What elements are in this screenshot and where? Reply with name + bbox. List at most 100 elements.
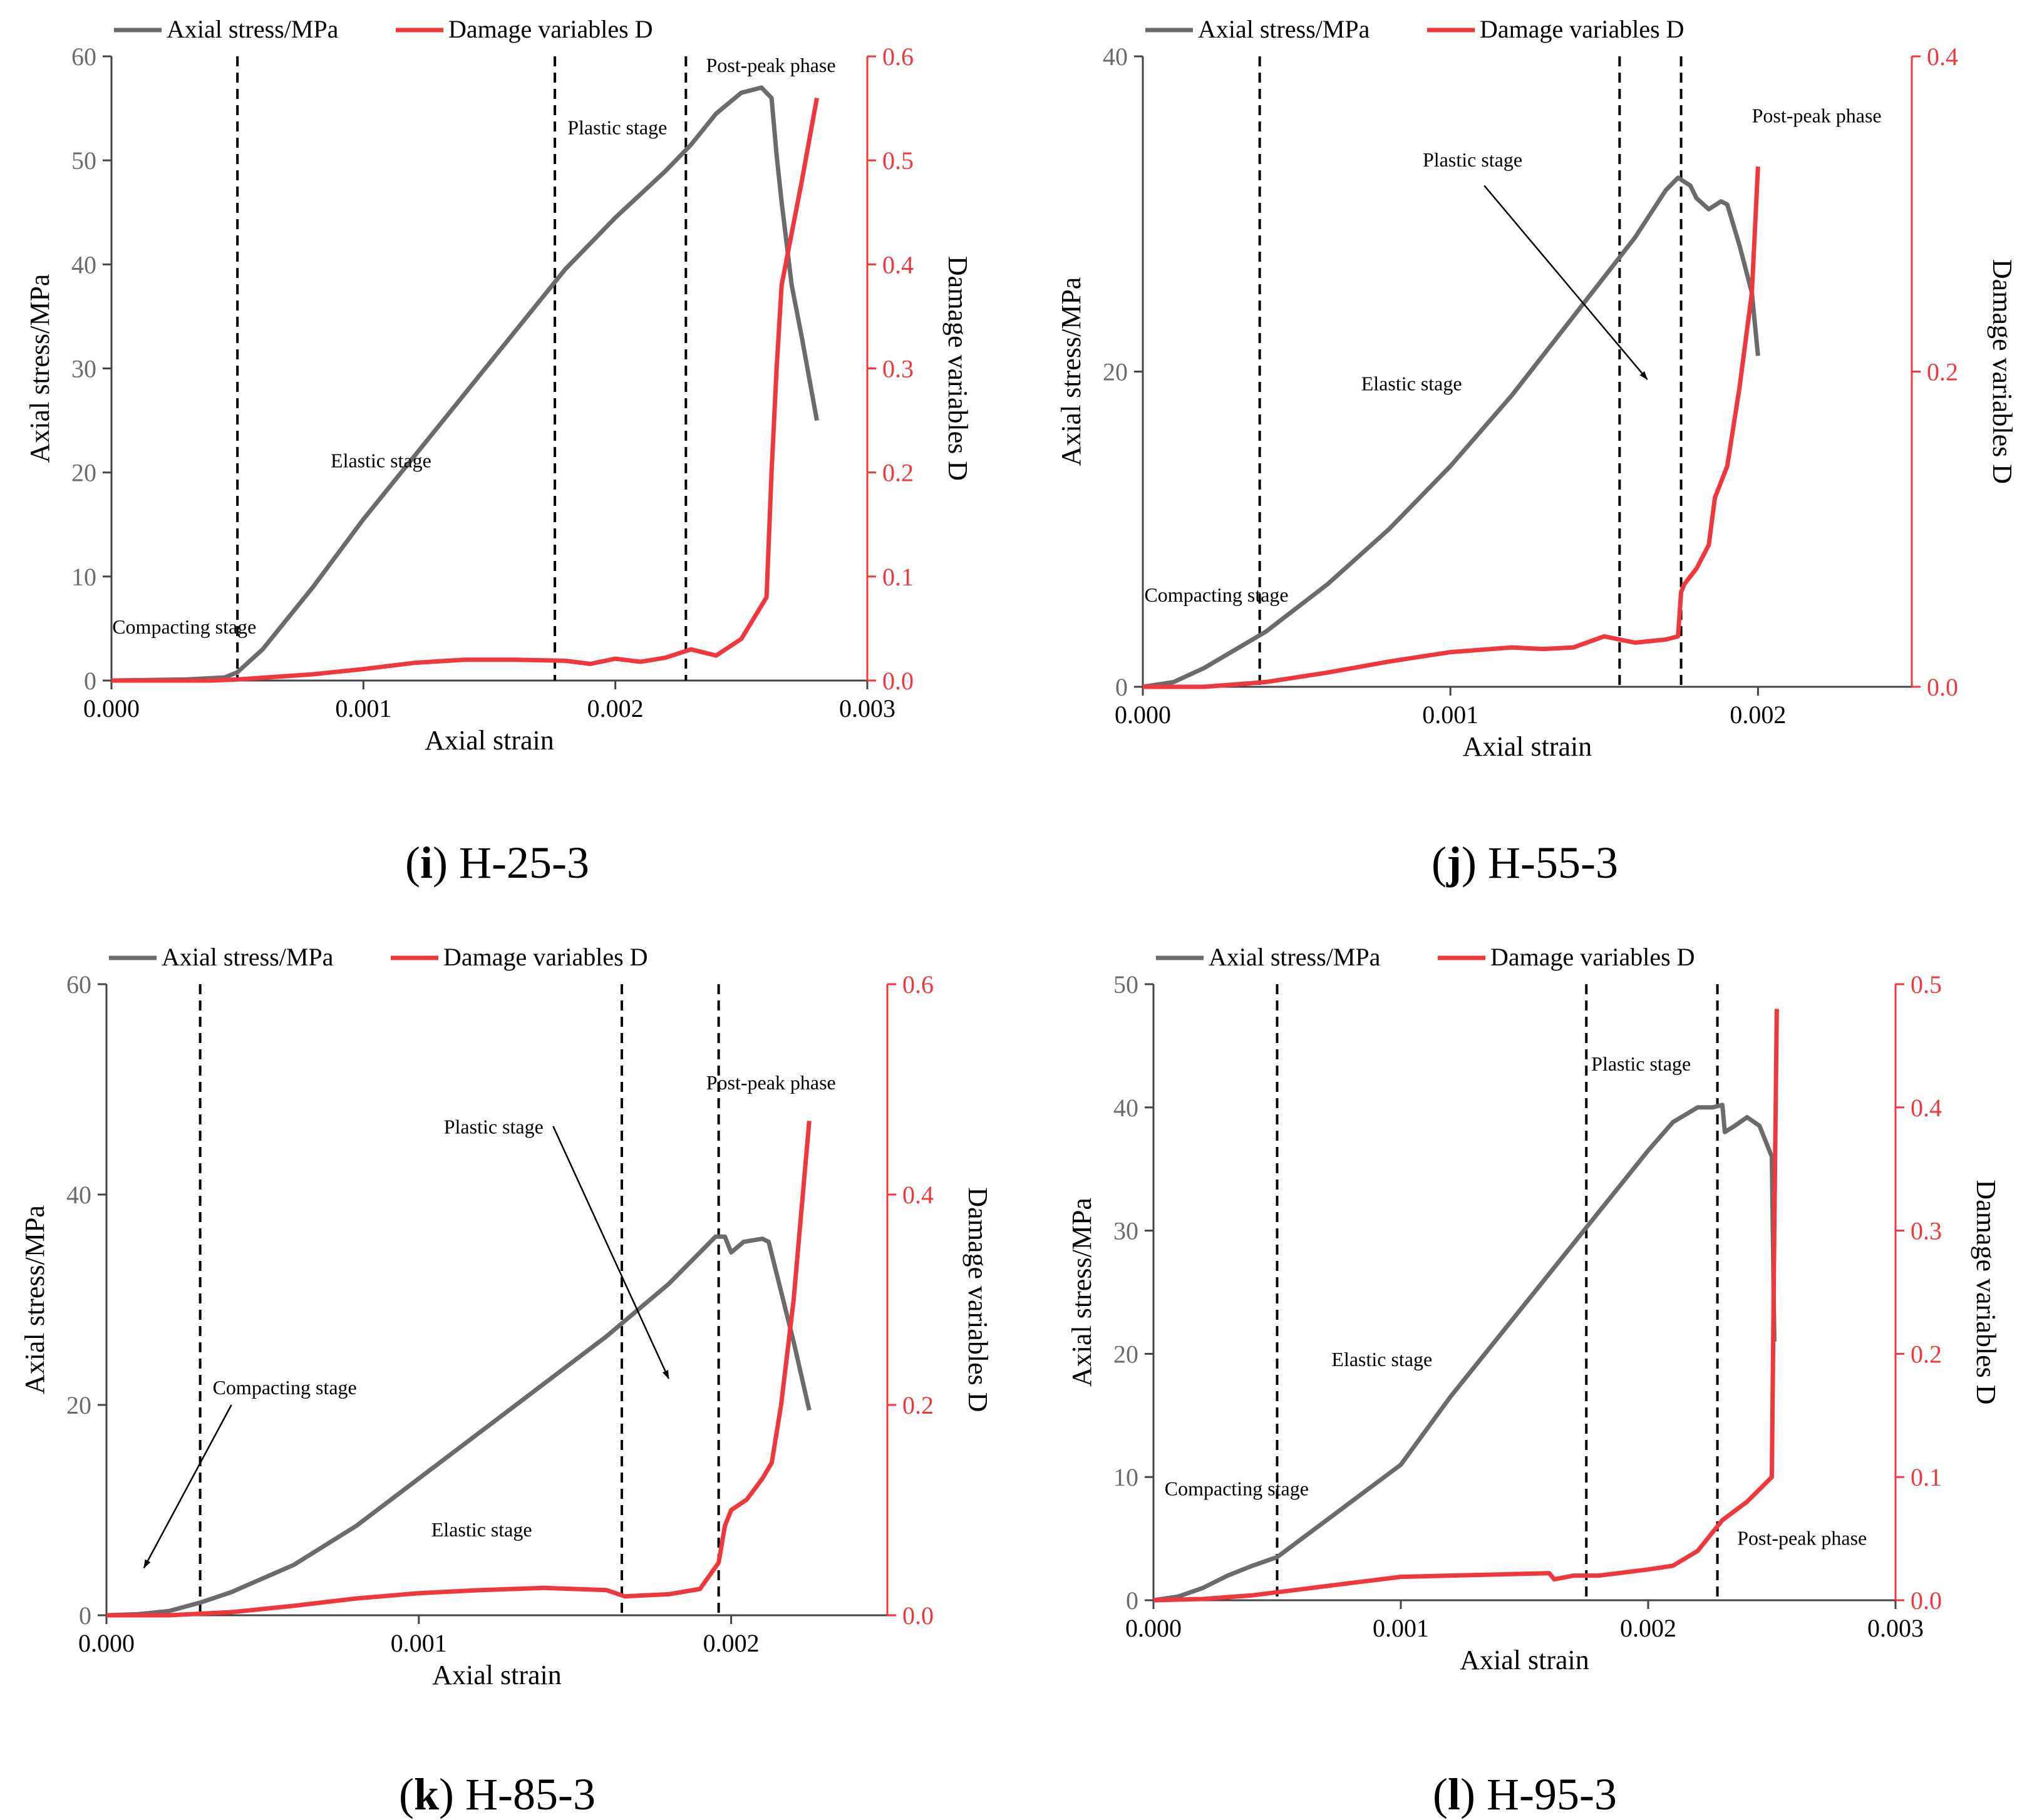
- y-tick-label: 10: [71, 563, 96, 591]
- x-tick-label: 0.001: [1422, 701, 1478, 729]
- stage-annotation: Elastic stage: [331, 449, 431, 471]
- caption-open: (: [399, 1769, 414, 1819]
- y2-tick-label: 0.5: [882, 147, 914, 175]
- caption-letter: i: [420, 838, 433, 888]
- stage-annotation: Elastic stage: [1331, 1348, 1432, 1370]
- y2-tick-label: 0.4: [902, 1181, 934, 1209]
- caption-letter: l: [1448, 1769, 1460, 1819]
- stress-series-line: [106, 1234, 812, 1618]
- x-tick-label: 0.002: [1730, 701, 1786, 729]
- y-tick-label: 20: [1113, 1340, 1138, 1368]
- x-tick-label: 0.002: [587, 694, 644, 722]
- x-tick-label: 0.000: [1125, 1614, 1182, 1642]
- y-tick-label: 20: [66, 1391, 91, 1419]
- panel-caption: (j) H-55-3: [1432, 838, 1618, 888]
- stage-annotation: Plastic stage: [1591, 1052, 1691, 1075]
- x-tick-label: 0.001: [1373, 1614, 1429, 1642]
- y2-tick-label: 0.2: [882, 459, 914, 487]
- y-tick-label: 0: [79, 1601, 91, 1630]
- y2-tick-label: 0.6: [882, 43, 914, 71]
- stage-annotation: Post-peak phase: [1752, 105, 1882, 127]
- y2-tick-label: 0.6: [902, 970, 934, 999]
- x-tick-label: 0.003: [839, 694, 895, 722]
- x-axis-label: Axial strain: [425, 725, 554, 756]
- legend-damage-label: Damage variables D: [1480, 15, 1684, 43]
- x-tick-label: 0.002: [703, 1629, 760, 1657]
- x-axis-label: Axial strain: [1463, 731, 1592, 762]
- y-tick-label: 60: [66, 970, 91, 999]
- chart-panel-k: 0.000 0.001 0.002 0 20 40 60 0.0 0.2 0.4 0.6 Axial …: [19, 943, 993, 1819]
- caption-title: ) H-25-3: [433, 838, 589, 888]
- y-axis-label: Axial stress/MPa: [19, 1205, 50, 1394]
- stress-series-line: [1142, 175, 1760, 689]
- y2-axis-label: Damage variables D: [942, 256, 973, 481]
- legend-stress-label: Axial stress/MPa: [1209, 943, 1381, 971]
- y-tick-label: 40: [66, 1181, 91, 1209]
- y-tick-label: 30: [71, 355, 96, 383]
- y2-tick-label: 0.5: [1911, 970, 1942, 999]
- y-tick-label: 20: [1103, 358, 1128, 386]
- y2-tick-label: 0.3: [882, 355, 914, 383]
- y2-axis-label: Damage variables D: [962, 1187, 993, 1412]
- y2-tick-label: 0.2: [1911, 1340, 1942, 1368]
- y2-tick-label: 0.4: [1911, 1094, 1942, 1122]
- damage-series-line: [1153, 1009, 1779, 1603]
- panel-caption: (i) H-25-3: [405, 838, 589, 888]
- y-tick-label: 0: [84, 667, 96, 695]
- y-tick-label: 30: [1113, 1217, 1138, 1245]
- x-axis-label: Axial strain: [432, 1660, 562, 1690]
- y2-tick-label: 0.0: [882, 667, 914, 695]
- stage-annotation: Plastic stage: [567, 116, 667, 139]
- stage-annotation: Elastic stage: [431, 1518, 532, 1541]
- y-tick-label: 50: [1113, 970, 1138, 999]
- x-tick-label: 0.001: [391, 1629, 447, 1657]
- y2-axis-label: Damage variables D: [1971, 1180, 2001, 1404]
- caption-open: (: [1433, 1769, 1448, 1819]
- damage-series-line: [1143, 167, 1760, 689]
- legend-damage-label: Damage variables D: [1490, 943, 1695, 971]
- y2-tick-label: 0.4: [882, 250, 914, 279]
- x-tick-label: 0.003: [1867, 1614, 1924, 1642]
- x-tick-label: 0.000: [78, 1629, 135, 1657]
- y2-tick-label: 0.1: [882, 563, 914, 591]
- y-tick-label: 10: [1113, 1463, 1138, 1491]
- x-tick-label: 0.001: [335, 694, 391, 722]
- legend-stress-label: Axial stress/MPa: [162, 943, 334, 971]
- x-tick-label: 0.000: [1115, 701, 1171, 729]
- legend: Axial stress/MPa Damage variables D: [109, 943, 648, 971]
- y2-tick-label: 0.4: [1927, 43, 1958, 71]
- y-tick-label: 60: [71, 43, 96, 71]
- x-axis-label: Axial strain: [1460, 1645, 1589, 1675]
- y2-tick-label: 0.3: [1911, 1217, 1942, 1245]
- legend-damage-label: Damage variables D: [443, 943, 648, 971]
- y-tick-label: 50: [71, 147, 96, 175]
- stage-annotation: Compacting stage: [213, 1376, 357, 1399]
- legend: Axial stress/MPa Damage variables D: [1145, 15, 1684, 43]
- caption-letter: j: [1446, 838, 1462, 888]
- y2-tick-label: 0.1: [1911, 1463, 1942, 1491]
- legend: Axial stress/MPa Damage variables D: [1156, 943, 1695, 971]
- caption-title: ) H-85-3: [439, 1769, 596, 1819]
- caption-open: (: [405, 838, 420, 888]
- stage-annotation: Post-peak phase: [1737, 1526, 1867, 1549]
- y-tick-label: 20: [71, 459, 96, 487]
- stage-annotation: Post-peak phase: [706, 54, 836, 76]
- stress-series-line: [1153, 1103, 1777, 1603]
- stage-annotation: Compacting stage: [112, 615, 256, 638]
- chart-panel-i: 0.000 0.001 0.002 0.003 0 10 20 30 40 50 60 0.0 0.1 0…: [24, 15, 973, 888]
- stage-annotation: Elastic stage: [1361, 373, 1462, 395]
- caption-title: ) H-55-3: [1462, 838, 1618, 888]
- annotation-arrow: [1483, 185, 1648, 380]
- stage-annotation: Post-peak phase: [706, 1071, 836, 1094]
- chart-panel-l: 0.000 0.001 0.002 0.003 0 10 20 30 40 50 0.0 0.1 0.2…: [1066, 943, 2001, 1819]
- annotation-arrow: [552, 1126, 669, 1379]
- chart-panel-j: 0.000 0.001 0.002 0 20 40 0.0 0.2 0.4 Axial strai…: [1056, 15, 2017, 888]
- panel-caption: (l) H-95-3: [1433, 1769, 1617, 1819]
- stage-annotation: Compacting stage: [1144, 584, 1288, 606]
- y2-tick-label: 0.2: [1927, 358, 1958, 386]
- stage-annotation: Compacting stage: [1165, 1478, 1309, 1500]
- stress-series-line: [111, 85, 819, 683]
- stage-annotation: Plastic stage: [444, 1116, 544, 1138]
- y2-axis-label: Damage variables D: [1987, 259, 2017, 484]
